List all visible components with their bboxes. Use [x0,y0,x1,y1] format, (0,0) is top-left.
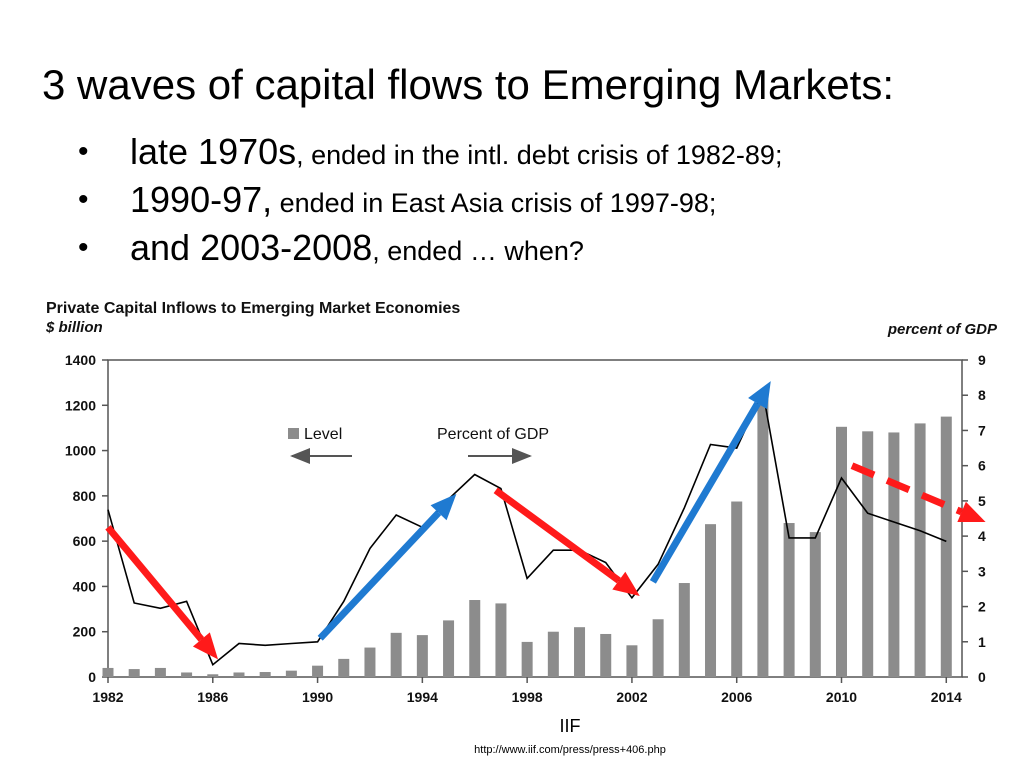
level-bar [652,619,664,677]
bullet-dot: • [78,135,89,168]
legend-percent-label: Percent of GDP [437,426,549,443]
level-bar [390,632,402,677]
right-tick-label: 5 [978,493,986,509]
red-trend-arrow-head [612,571,640,596]
left-tick-label: 800 [73,488,97,504]
level-bar [862,431,874,677]
level-bar [757,391,769,677]
slide-title: 3 waves of capital flows to Emerging Mar… [42,61,895,108]
left-tick-label: 1400 [65,352,96,368]
x-tick-label: 1990 [302,689,333,705]
red-trend-arrow [850,462,963,516]
right-tick-label: 4 [978,528,986,544]
right-tick-label: 7 [978,422,986,438]
level-bar [547,631,559,677]
level-bar [469,600,481,677]
x-tick-label: 1998 [512,689,543,705]
level-bar [678,583,690,677]
right-tick-label: 9 [978,352,986,368]
blue-trend-arrow [649,401,761,584]
bullet-detail-text: , ended in the intl. debt crisis of 1982… [296,140,783,170]
left-tick-label: 400 [73,578,97,594]
x-tick-label: 2002 [616,689,647,705]
level-bar [443,620,455,677]
percent-of-gdp-line [107,389,947,666]
level-bar [940,416,952,677]
level-bar [312,665,324,677]
level-bar [364,647,376,677]
red-trend-arrow [493,487,621,584]
level-bar [207,674,219,677]
level-bar [338,658,350,677]
capital-inflows-chart: Private Capital Inflows to Emerging Mark… [45,300,998,705]
right-axis-unit: percent of GDP [887,321,998,338]
bullet-detail-text: ended in East Asia crisis of 1997-98; [272,188,717,218]
left-tick-label: 1200 [65,397,96,413]
level-bar [783,523,795,677]
level-bar [705,524,717,677]
x-tick-label: 1982 [92,689,123,705]
level-bar [574,627,586,677]
level-bar [914,423,926,677]
level-bar [888,432,900,677]
bullet-dot: • [78,231,89,264]
level-bar [102,667,114,677]
level-bar [181,672,193,677]
left-tick-label: 200 [73,624,97,640]
level-bar [233,672,245,677]
x-tick-label: 2006 [721,689,752,705]
blue-trend-arrow-head [430,493,457,521]
level-bar [128,669,140,677]
source-label: IIF [559,716,581,736]
chart-legend: Level Percent of GDP [288,426,549,464]
left-tick-label: 600 [73,533,97,549]
red-trend-arrow-head [192,632,219,660]
bullet-dot: • [78,183,89,216]
left-tick-label: 0 [88,669,96,685]
bullet-main-text: 1990-97, [130,179,273,220]
level-bar [626,645,638,677]
level-bar [416,635,428,677]
right-tick-label: 0 [978,669,986,685]
source-url: http://www.iif.com/press/press+406.php [474,744,666,756]
legend-level-label: Level [304,426,342,443]
right-tick-label: 8 [978,387,986,403]
level-bar [154,667,166,677]
bullet-detail-text: , ended … when? [372,236,584,266]
level-bar [835,426,847,677]
red-trend-arrow [105,525,205,642]
x-tick-label: 2010 [826,689,857,705]
left-tick-label: 1000 [65,443,96,459]
level-bar [521,641,533,677]
level-bar [259,672,271,677]
right-tick-label: 2 [978,599,986,615]
level-bar [285,670,297,677]
bullet-main-text: late 1970s [130,131,297,172]
legend-level-swatch [288,428,299,439]
bullet-main-text: and 2003-2008 [130,227,373,268]
x-tick-label: 1994 [407,689,438,705]
level-bar [809,532,821,677]
x-tick-label: 1986 [197,689,228,705]
right-tick-label: 1 [978,634,986,650]
red-trend-arrow-head [957,501,986,523]
blue-trend-arrow [317,510,442,641]
chart-title: Private Capital Inflows to Emerging Mark… [46,300,460,317]
x-tick-label: 2014 [931,689,962,705]
right-tick-label: 3 [978,563,986,579]
right-tick-label: 6 [978,458,986,474]
level-bar [731,501,743,677]
level-bar [495,603,507,677]
blue-trend-arrow-head [748,381,771,410]
left-axis-unit: $ billion [45,319,103,336]
level-bar [600,633,612,677]
